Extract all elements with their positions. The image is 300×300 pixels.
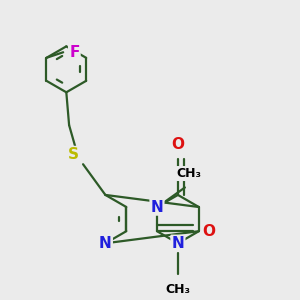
Text: S: S: [68, 147, 79, 162]
Text: N: N: [172, 236, 184, 251]
Text: O: O: [171, 137, 184, 152]
Text: CH₃: CH₃: [177, 167, 202, 180]
Text: N: N: [99, 236, 112, 251]
Text: CH₃: CH₃: [165, 283, 190, 296]
Text: F: F: [69, 45, 80, 60]
Text: N: N: [151, 200, 164, 214]
Text: O: O: [202, 224, 215, 239]
